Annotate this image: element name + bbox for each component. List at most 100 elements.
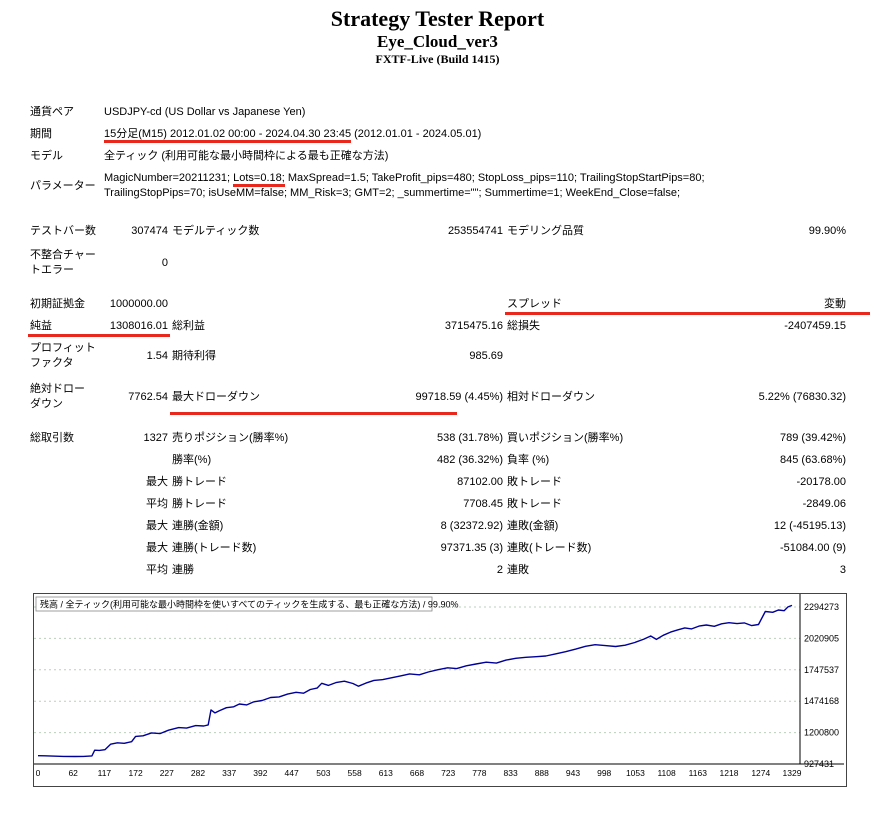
bars-value: 307474 [131, 225, 168, 237]
parameters-value: MagicNumber=20211231; Lots=0.18; MaxSpre… [104, 172, 705, 199]
ticks-label: モデルティック数 [172, 225, 260, 237]
report-header: Strategy Tester Report Eye_Cloud_ver3 FX… [0, 0, 875, 66]
long-positions-value: 789 (39.42%) [780, 432, 847, 444]
row-net-profit: 純益 1308016.01 総利益 3715475.16 総損失 -240745… [28, 316, 848, 338]
consec-wins-amount-value: 8 (32372.92) [440, 520, 503, 532]
gross-loss-label: 総損失 [507, 320, 540, 332]
row-model: モデル 全ティック (利用可能な最小時間枠による最も正確な方法) [28, 146, 848, 168]
average-loss-value: -2849.06 [802, 498, 847, 510]
spread-value: 変動 [641, 294, 871, 316]
long-positions-label: 買いポジション(勝率%) [507, 432, 624, 444]
expected-payoff-value: 985.69 [469, 349, 503, 362]
symbol-value: USDJPY-cd (US Dollar vs Japanese Yen) [104, 106, 306, 118]
ticks-value: 253554741 [447, 225, 503, 237]
balance-curve-svg: 9274311200800147416817475372020905229427… [34, 594, 844, 784]
net-profit-label: 純益 [28, 316, 102, 338]
mismatched-label: 不整合チャー トエラー [30, 249, 96, 276]
avgconsec-label: 平均 [146, 564, 168, 576]
row-win-rate: 勝率(%) 482 (36.32%) 負率 (%) 845 (63.68%) [28, 450, 848, 472]
absolute-drawdown-label: 絶対ドロー ダウン [30, 383, 85, 410]
svg-text:503: 503 [316, 768, 330, 778]
net-profit-red-underline [28, 334, 102, 337]
svg-text:447: 447 [285, 768, 299, 778]
max-drawdown-red-underline-2 [310, 412, 457, 415]
row-max-consecutive-count: 最大 連勝(トレード数) 97371.35 (3) 連敗(トレード数) -510… [28, 538, 848, 560]
period-highlight: 15分足(M15) 2012.01.02 00:00 - 2024.04.30 … [104, 128, 352, 143]
spread-red-underline-2 [641, 312, 871, 315]
quality-label: モデリング品質 [507, 225, 584, 237]
profit-trades-value: 482 (36.32%) [436, 454, 503, 466]
largest-profit-value: 87102.00 [457, 476, 503, 488]
svg-text:62: 62 [68, 768, 78, 778]
expert-name: Eye_Cloud_ver3 [377, 32, 498, 51]
consec-wins-amount-label: 連勝(金額) [172, 520, 224, 532]
svg-text:1053: 1053 [626, 768, 645, 778]
largest-label: 最大 [146, 476, 168, 488]
period-label: 期間 [30, 128, 52, 140]
svg-text:172: 172 [129, 768, 143, 778]
max-drawdown-red-underline [170, 412, 310, 415]
loss-trades-value: 845 (63.68%) [780, 454, 847, 466]
row-drawdown: 絶対ドロー ダウン 7762.54 最大ドローダウン 99718.59 (4.4… [28, 379, 848, 416]
period-value: 15分足(M15) 2012.01.02 00:00 - 2024.04.30 … [102, 124, 848, 146]
svg-text:117: 117 [98, 768, 112, 778]
row-largest-trade: 最大 勝トレード 87102.00 敗トレード -20178.00 [28, 472, 848, 494]
gross-profit-value: 3715475.16 [444, 320, 503, 332]
svg-text:282: 282 [191, 768, 205, 778]
row-bars-in-test: テストバー数 307474 モデルティック数 253554741 モデリング品質… [28, 221, 848, 243]
consec-wins-count-label: 連勝(トレード数) [172, 542, 257, 554]
svg-text:888: 888 [535, 768, 549, 778]
balance-chart: 927431 1200800 1474168 1747537 2020905 229427… [33, 593, 847, 787]
consec-wins-count-value: 97371.35 (3) [440, 542, 503, 554]
avg-consec-losses-value: 3 [839, 564, 847, 576]
row-average-consecutive: 平均 連勝 2 連敗 3 [28, 560, 848, 582]
svg-text:943: 943 [566, 768, 580, 778]
svg-text:723: 723 [441, 768, 455, 778]
page-title: Strategy Tester Report [330, 6, 545, 31]
svg-text:613: 613 [379, 768, 393, 778]
model-value: 全ティック (利用可能な最小時間枠による最も正確な方法) [104, 150, 389, 162]
average-label: 平均 [146, 498, 168, 510]
maximal-drawdown-value: 99718.59 (4.45%) [310, 379, 505, 416]
maxconsec-label: 最大 [146, 520, 168, 532]
consec-losses-count-label: 連敗(トレード数) [507, 542, 592, 554]
net-profit-red-underline-2 [102, 334, 170, 337]
profit-factor-label: プロフィット ファクタ [30, 342, 96, 369]
bars-label: テストバー数 [30, 225, 96, 237]
parameters-label: パラメーター [30, 179, 96, 192]
report-table: 通貨ペア USDJPY-cd (US Dollar vs Japanese Ye… [28, 102, 871, 582]
largest-loss-label: 敗トレード [507, 476, 562, 488]
net-profit-value: 1308016.01 [102, 316, 170, 338]
svg-text:1747537: 1747537 [804, 665, 839, 675]
consec-losses-amount-label: 連敗(金額) [507, 520, 559, 532]
mismatched-value: 0 [161, 256, 168, 269]
deposit-value: 1000000.00 [109, 298, 168, 310]
model-label: モデル [30, 150, 63, 162]
absolute-drawdown-value: 7762.54 [128, 390, 168, 403]
avg-consec-wins-value: 2 [496, 564, 503, 576]
svg-text:1274: 1274 [751, 768, 770, 778]
svg-text:1329: 1329 [783, 768, 802, 778]
row-mismatched-errors: 不整合チャー トエラー 0 [28, 245, 848, 282]
svg-text:1163: 1163 [689, 768, 708, 778]
svg-text:998: 998 [597, 768, 611, 778]
average-profit-label: 勝トレード [172, 498, 227, 510]
svg-text:1218: 1218 [720, 768, 739, 778]
svg-text:227: 227 [160, 768, 174, 778]
largest-profit-label: 勝トレード [172, 476, 227, 488]
average-loss-label: 敗トレード [507, 498, 562, 510]
svg-text:残高 / 全ティック(利用可能な最小時間枠を使いすべてのティ: 残高 / 全ティック(利用可能な最小時間枠を使いすべてのティックを生成する、最も… [40, 599, 458, 610]
deposit-label: 初期証拠金 [30, 298, 85, 310]
short-positions-value: 538 (31.78%) [436, 432, 503, 444]
svg-text:558: 558 [348, 768, 362, 778]
profit-trades-label: 勝率(%) [172, 454, 212, 466]
svg-text:778: 778 [472, 768, 486, 778]
consec-losses-count-value: -51084.00 (9) [780, 542, 847, 554]
total-trades-label: 総取引数 [30, 432, 74, 444]
row-initial-deposit: 初期証拠金 1000000.00 スプレッド 変動 [28, 294, 871, 316]
period-rest: (2012.01.01 - 2024.05.01) [351, 128, 482, 140]
server-build: FXTF-Live (Build 1415) [375, 52, 500, 66]
row-symbol: 通貨ペア USDJPY-cd (US Dollar vs Japanese Ye… [28, 102, 848, 124]
spread-red-underline [505, 312, 641, 315]
row-max-consecutive-amount: 最大 連勝(金額) 8 (32372.92) 連敗(金額) 12 (-45195… [28, 516, 848, 538]
